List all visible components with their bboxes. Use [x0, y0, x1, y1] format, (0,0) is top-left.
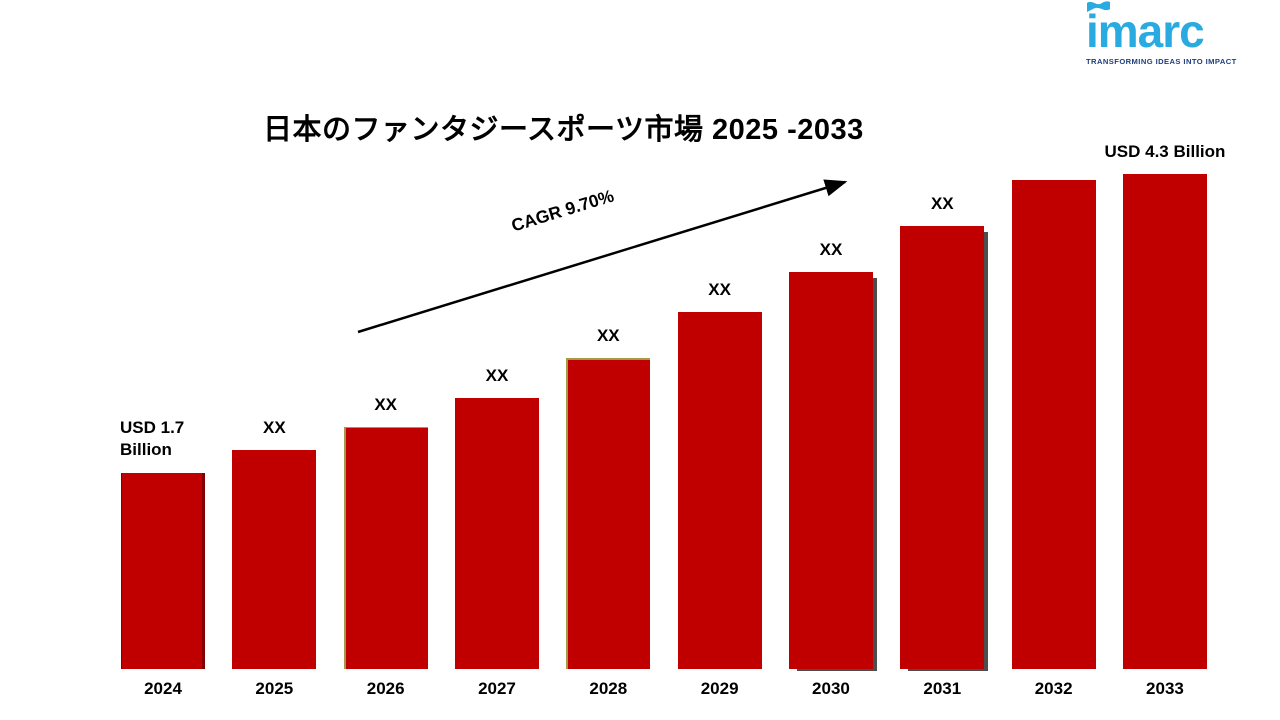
bar-group-2032: 2032 [1009, 128, 1099, 700]
imarc-logo-text: imarc [1086, 5, 1205, 57]
bar-2026 [343, 427, 428, 669]
bar-value-label-2033: USD 4.3 Billion [1104, 142, 1226, 161]
imarc-tagline: TRANSFORMING IDEAS INTO IMPACT [1086, 57, 1237, 66]
bar-value-label-2027: XX [485, 366, 509, 385]
bar-2029 [677, 312, 762, 669]
bar-2032 [1011, 180, 1096, 669]
imarc-logo: imarc TRANSFORMING IDEAS INTO IMPACT [1086, 1, 1256, 66]
bar-value-label-2030: XX [819, 240, 843, 259]
bar-group-2033: USD 4.3 Billion 2033 [1105, 128, 1226, 700]
bar-value-label-2031: XX [930, 194, 954, 213]
x-axis-label-2025: 2025 [255, 679, 294, 698]
bar-2028 [566, 358, 651, 669]
x-axis-label-2033: 2033 [1146, 679, 1184, 698]
x-axis-label-2027: 2027 [478, 679, 516, 698]
x-axis-label-2029: 2029 [700, 679, 739, 698]
imarc-flag-icon [1087, 1, 1110, 17]
bar-group-2026: XX 2026 [341, 128, 431, 700]
bar-2031 [900, 226, 985, 669]
bar-chart: USD 1.7 Billion 2024 XX 2025 XX 2026 XX 2027 XX 2… [118, 128, 1226, 700]
bar-group-2025: XX 2025 [229, 128, 319, 700]
x-axis-label-2032: 2032 [1034, 679, 1073, 698]
bar-value-label-2026: XX [374, 395, 397, 414]
bar-value-label-2029: XX [708, 280, 731, 299]
bar-2025 [232, 450, 317, 669]
x-axis-label-2031: 2031 [923, 679, 962, 698]
x-axis-label-2030: 2030 [812, 679, 850, 698]
bar-value-label-2028: XX [596, 326, 620, 345]
bar-group-2024: USD 1.7 Billion 2024 [118, 128, 208, 700]
bar-value-label-2025: XX [262, 418, 286, 437]
x-axis-label-2028: 2028 [589, 679, 628, 698]
bar-group-2027: XX 2027 [452, 128, 542, 700]
bar-group-2031: XX 2031 [897, 128, 987, 700]
x-axis-label-2024: 2024 [144, 679, 182, 698]
x-axis-label-2026: 2026 [366, 679, 405, 698]
bar-group-2030: XX 2030 [786, 128, 876, 700]
chart-title: 日本のファンタジースポーツ市場 2025 -2033 [263, 114, 864, 146]
bar-2033 [1122, 174, 1207, 669]
bar-2030 [788, 272, 873, 669]
bar-2027 [454, 398, 539, 669]
bar-group-2028: XX 2028 [563, 128, 653, 700]
bar-value-label-2024: USD 1.7 Billion [120, 417, 185, 459]
bar-group-2029: XX 2029 [675, 128, 765, 700]
imarc-brand-row: imarc [1086, 1, 1205, 57]
bar-2024 [121, 473, 205, 669]
